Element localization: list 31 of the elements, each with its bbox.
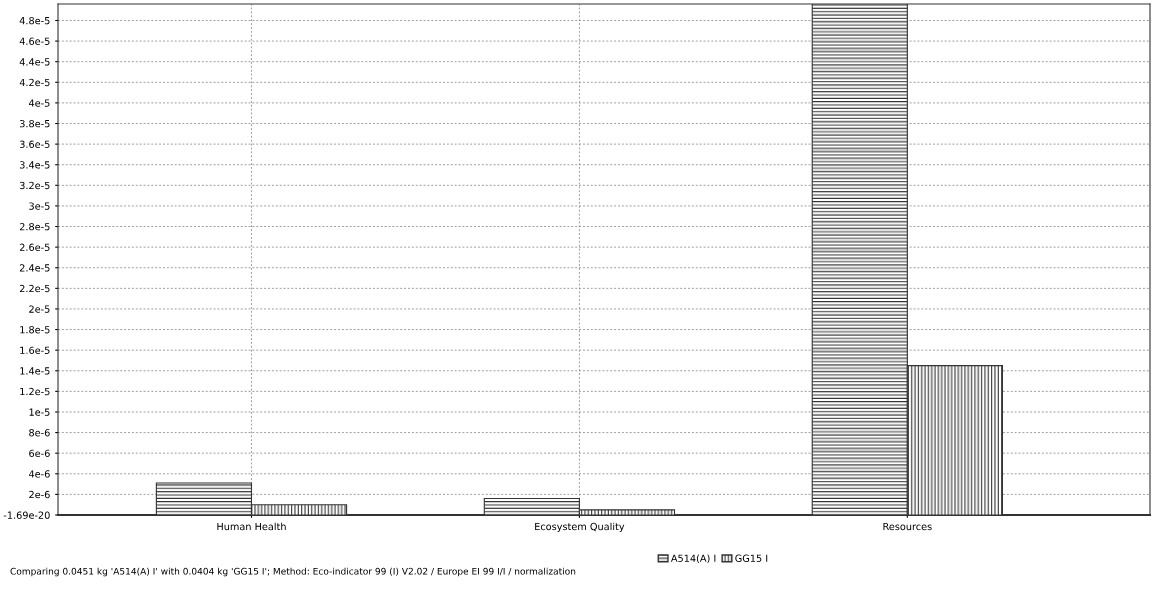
y-tick-label: 8e-6 — [29, 429, 50, 437]
y-tick-label: 2.4e-5 — [19, 264, 50, 272]
legend-label: GG15 I — [735, 554, 768, 562]
y-tick-label: 2e-5 — [29, 305, 50, 313]
x-tick-label: Human Health — [217, 522, 286, 531]
y-tick-label: 1.6e-5 — [20, 346, 50, 354]
y-tick-label: 1.2e-5 — [20, 387, 50, 396]
y-tick-label: 2.8e-5 — [19, 223, 50, 231]
y-tick-label: 2.6e-5 — [19, 243, 50, 251]
y-tick-label: 3.6e-5 — [19, 140, 50, 148]
y-tick-label: 4.6e-5 — [19, 37, 50, 45]
y-tick-label: 4.2e-5 — [19, 78, 50, 87]
y-tick-label: 2e-6 — [29, 490, 50, 499]
y-tick-label: 2.2e-5 — [19, 284, 50, 293]
x-tick-label: Ecosystem Quality — [535, 522, 625, 533]
y-tick-label: 4e-5 — [28, 99, 50, 107]
y-tick-label: 6e-6 — [29, 449, 50, 458]
y-tick-label: 3e-5 — [29, 202, 50, 210]
y-tick-label: 1e-5 — [29, 408, 50, 416]
y-tick-label: 3.4e-5 — [19, 161, 50, 169]
y-tick-label: 1.4e-5 — [20, 367, 50, 375]
y-tick-label: -1.69e-20 — [3, 511, 50, 519]
y-tick-label: 4.8e-5 — [19, 16, 50, 25]
y-tick-label: 3.2e-5 — [19, 181, 50, 190]
x-tick-label: Resources — [883, 522, 932, 531]
y-tick-label: 3.8e-5 — [19, 119, 50, 128]
legend-label: A514(A) I — [670, 554, 716, 564]
y-tick-label: 4e-6 — [28, 470, 50, 478]
y-tick-label: 1.8e-5 — [20, 326, 50, 334]
text: Comparing 0.0451 kg 'A514(A) I' with 0.0404 kg 'GG15 I'; Method: Eco-indicator 99 (I) V2.02 / Europe EI 99 I/I / normalization — [10, 567, 576, 577]
y-tick-label: 4.4e-5 — [19, 58, 50, 66]
